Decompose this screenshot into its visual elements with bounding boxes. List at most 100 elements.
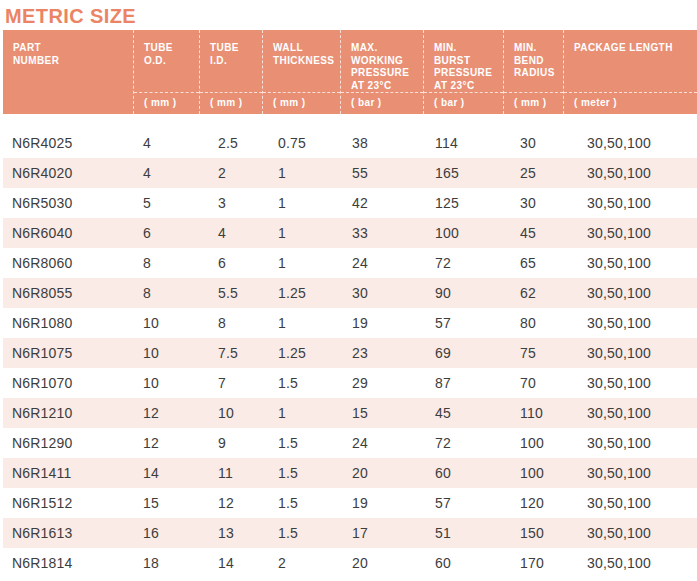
- value-cell-max-working-pressure: 19: [340, 315, 423, 331]
- value-cell-min-bend-radius: 80: [503, 315, 563, 331]
- part-number-cell: N6R5030: [3, 195, 133, 211]
- value-cell-tube-id: 4: [199, 225, 262, 241]
- value-cell-package-length: 30,50,100: [563, 345, 697, 361]
- value-cell-max-working-pressure: 24: [340, 435, 423, 451]
- col-header-part-number: PART NUMBER: [3, 30, 133, 114]
- value-cell-tube-od: 15: [133, 495, 199, 511]
- value-cell-wall-thickness: 1: [262, 255, 340, 271]
- value-cell-tube-od: 8: [133, 255, 199, 271]
- table-body: N6R402542.50.75381143030,50,100N6R402042…: [3, 128, 697, 578]
- value-cell-max-working-pressure: 38: [340, 135, 423, 151]
- col-header-min-bend-radius: MIN. BEND RADIUS( mm ): [503, 30, 563, 114]
- col-header-min-burst-pressure: MIN. BURST PRESSURE AT 23°C( bar ): [423, 30, 503, 114]
- value-cell-min-bend-radius: 120: [503, 495, 563, 511]
- table-row: N6R151215121.5195712030,50,100: [3, 488, 697, 518]
- value-cell-min-burst-pressure: 100: [423, 225, 503, 241]
- value-cell-package-length: 30,50,100: [563, 555, 697, 571]
- col-unit-min-burst-pressure: ( bar ): [424, 92, 503, 114]
- part-number-cell: N6R1411: [3, 465, 133, 481]
- value-cell-tube-od: 4: [133, 165, 199, 181]
- value-cell-min-bend-radius: 110: [503, 405, 563, 421]
- value-cell-min-bend-radius: 100: [503, 465, 563, 481]
- value-cell-wall-thickness: 1.25: [262, 345, 340, 361]
- value-cell-wall-thickness: 1.5: [262, 495, 340, 511]
- value-cell-min-burst-pressure: 51: [423, 525, 503, 541]
- col-unit-min-bend-radius: ( mm ): [504, 92, 563, 114]
- value-cell-min-bend-radius: 45: [503, 225, 563, 241]
- value-cell-tube-id: 5.5: [199, 285, 262, 301]
- value-cell-min-burst-pressure: 60: [423, 555, 503, 571]
- value-cell-tube-id: 14: [199, 555, 262, 571]
- value-cell-min-bend-radius: 62: [503, 285, 563, 301]
- value-cell-tube-od: 5: [133, 195, 199, 211]
- value-cell-max-working-pressure: 42: [340, 195, 423, 211]
- value-cell-max-working-pressure: 20: [340, 555, 423, 571]
- value-cell-max-working-pressure: 19: [340, 495, 423, 511]
- part-number-cell: N6R6040: [3, 225, 133, 241]
- value-cell-tube-id: 12: [199, 495, 262, 511]
- part-number-cell: N6R8060: [3, 255, 133, 271]
- part-number-cell: N6R1290: [3, 435, 133, 451]
- col-label-part-number: PART NUMBER: [3, 30, 133, 92]
- value-cell-tube-id: 10: [199, 405, 262, 421]
- value-cell-package-length: 30,50,100: [563, 525, 697, 541]
- table-row: N6R181418142206017030,50,100: [3, 548, 697, 578]
- value-cell-wall-thickness: 1: [262, 315, 340, 331]
- metric-size-table: PART NUMBERTUBE O.D.( mm )TUBE I.D.( mm …: [3, 30, 697, 578]
- value-cell-tube-id: 2: [199, 165, 262, 181]
- table-row: N6R402542.50.75381143030,50,100: [3, 128, 697, 158]
- table-row: N6R5030531421253030,50,100: [3, 188, 697, 218]
- value-cell-package-length: 30,50,100: [563, 315, 697, 331]
- value-cell-max-working-pressure: 20: [340, 465, 423, 481]
- value-cell-tube-od: 8: [133, 285, 199, 301]
- col-label-tube-od: TUBE O.D.: [134, 30, 199, 92]
- col-unit-max-working-pressure: ( bar ): [341, 92, 423, 114]
- value-cell-tube-od: 10: [133, 315, 199, 331]
- table-row: N6R10701071.529877030,50,100: [3, 368, 697, 398]
- value-cell-min-bend-radius: 150: [503, 525, 563, 541]
- value-cell-min-bend-radius: 75: [503, 345, 563, 361]
- value-cell-wall-thickness: 0.75: [262, 135, 340, 151]
- table-row: N6R806086124726530,50,100: [3, 248, 697, 278]
- value-cell-tube-id: 3: [199, 195, 262, 211]
- table-row: N6R1075107.51.2523697530,50,100: [3, 338, 697, 368]
- value-cell-wall-thickness: 1: [262, 405, 340, 421]
- part-number-cell: N6R4025: [3, 135, 133, 151]
- value-cell-package-length: 30,50,100: [563, 255, 697, 271]
- value-cell-min-bend-radius: 30: [503, 195, 563, 211]
- value-cell-min-burst-pressure: 72: [423, 435, 503, 451]
- value-cell-tube-od: 10: [133, 375, 199, 391]
- value-cell-package-length: 30,50,100: [563, 285, 697, 301]
- part-number-cell: N6R1210: [3, 405, 133, 421]
- value-cell-wall-thickness: 1: [262, 225, 340, 241]
- value-cell-min-burst-pressure: 87: [423, 375, 503, 391]
- value-cell-package-length: 30,50,100: [563, 135, 697, 151]
- col-unit-part-number: [3, 92, 133, 114]
- value-cell-max-working-pressure: 30: [340, 285, 423, 301]
- col-label-wall-thickness: WALL THICKNESS: [263, 30, 340, 92]
- table-row: N6R4020421551652530,50,100: [3, 158, 697, 188]
- value-cell-tube-id: 7: [199, 375, 262, 391]
- value-cell-tube-od: 12: [133, 435, 199, 451]
- table-row: N6R6040641331004530,50,100: [3, 218, 697, 248]
- value-cell-package-length: 30,50,100: [563, 465, 697, 481]
- table-row: N6R141114111.5206010030,50,100: [3, 458, 697, 488]
- col-unit-wall-thickness: ( mm ): [263, 92, 340, 114]
- value-cell-tube-od: 14: [133, 465, 199, 481]
- col-header-wall-thickness: WALL THICKNESS( mm ): [262, 30, 340, 114]
- value-cell-max-working-pressure: 15: [340, 405, 423, 421]
- table-row: N6R12901291.5247210030,50,100: [3, 428, 697, 458]
- value-cell-tube-id: 11: [199, 465, 262, 481]
- value-cell-package-length: 30,50,100: [563, 165, 697, 181]
- value-cell-tube-id: 7.5: [199, 345, 262, 361]
- col-label-min-bend-radius: MIN. BEND RADIUS: [504, 30, 563, 92]
- value-cell-min-bend-radius: 170: [503, 555, 563, 571]
- part-number-cell: N6R1814: [3, 555, 133, 571]
- value-cell-package-length: 30,50,100: [563, 405, 697, 421]
- value-cell-tube-od: 16: [133, 525, 199, 541]
- part-number-cell: N6R1512: [3, 495, 133, 511]
- value-cell-max-working-pressure: 55: [340, 165, 423, 181]
- value-cell-tube-id: 9: [199, 435, 262, 451]
- part-number-cell: N6R1070: [3, 375, 133, 391]
- value-cell-tube-od: 18: [133, 555, 199, 571]
